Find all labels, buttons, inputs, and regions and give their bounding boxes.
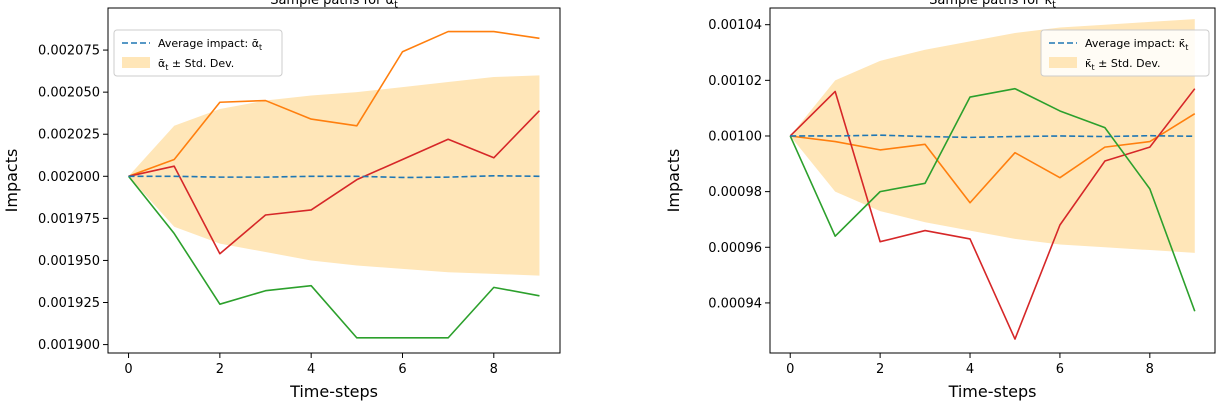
x-tick-label: 6 <box>1056 362 1064 377</box>
std-dev-band <box>128 75 540 276</box>
x-tick-label: 0 <box>124 362 132 377</box>
x-tick-label: 4 <box>966 362 974 377</box>
sample-path-2 <box>128 110 541 255</box>
axes-frame <box>769 7 1216 354</box>
legend-band-label: κ̄t ± Std. Dev. <box>1085 57 1161 72</box>
legend-band-label: ᾱt ± Std. Dev. <box>158 57 234 72</box>
x-tick-label: 8 <box>490 362 498 377</box>
y-tick-label: 0.00104 <box>708 18 762 33</box>
legend-frame <box>1040 29 1210 77</box>
plot-area <box>789 19 1196 340</box>
x-axis-label: Time-steps <box>289 382 378 401</box>
x-axis-label: Time-steps <box>948 382 1037 401</box>
legend: Average impact: ᾱt ᾱt ± Std. Dev. <box>113 29 283 77</box>
sample-path-3 <box>789 87 1196 312</box>
y-tick-label: 0.00100 <box>708 129 762 144</box>
y-tick-label: 0.001925 <box>38 296 100 311</box>
y-tick-label: 0.001975 <box>38 212 100 227</box>
chart-kappa: 0 2 4 6 8 0.00094 0.00096 0.00098 0.00100 0.00102… <box>664 0 1216 401</box>
y-tick-label: 0.00094 <box>708 296 762 311</box>
y-tick-label: 0.002025 <box>38 128 100 143</box>
x-tick-label: 0 <box>786 362 794 377</box>
y-tick-label: 0.00102 <box>708 74 762 89</box>
y-tick-label: 0.00096 <box>708 241 762 256</box>
sample-path-3 <box>127 175 540 339</box>
x-tick-label: 8 <box>1146 362 1154 377</box>
average-impact-line <box>128 174 540 179</box>
legend-band-swatch <box>1049 57 1077 68</box>
y-tick-label: 0.002050 <box>38 86 100 101</box>
chart-title: Sample paths for κt <box>929 0 1056 10</box>
average-impact-line <box>790 134 1195 139</box>
x-tick-label: 4 <box>307 362 315 377</box>
plot-area <box>127 30 541 339</box>
x-tick-label: 2 <box>216 362 224 377</box>
sample-path-1 <box>790 113 1196 204</box>
y-axis-label: Impacts <box>2 149 21 213</box>
legend-mean-label: Average impact: κ̄t <box>1085 37 1188 52</box>
sample-path-1 <box>128 30 540 178</box>
legend-band-swatch <box>122 57 150 68</box>
axes-frame <box>107 7 561 354</box>
chart-alpha: 0 2 4 6 8 0.001900 0.001925 0.001950 0.001975 0.0… <box>2 0 561 401</box>
y-tick-label: 0.00098 <box>708 185 762 200</box>
legend: Average impact: κ̄t κ̄t ± Std. Dev. <box>1040 29 1210 77</box>
chart-title: Sample paths for αt <box>270 0 398 10</box>
y-tick-label: 0.001900 <box>38 338 100 353</box>
std-dev-band <box>790 19 1195 253</box>
y-tick-label: 0.002000 <box>38 170 100 185</box>
x-tick-label: 6 <box>398 362 406 377</box>
legend-mean-label: Average impact: ᾱt <box>158 37 262 52</box>
legend-frame <box>113 29 283 77</box>
y-axis-label: Impacts <box>664 149 683 213</box>
sample-path-2 <box>789 88 1196 340</box>
y-tick-label: 0.001950 <box>38 254 100 269</box>
x-tick-label: 2 <box>876 362 884 377</box>
y-tick-label: 0.002075 <box>38 44 100 59</box>
